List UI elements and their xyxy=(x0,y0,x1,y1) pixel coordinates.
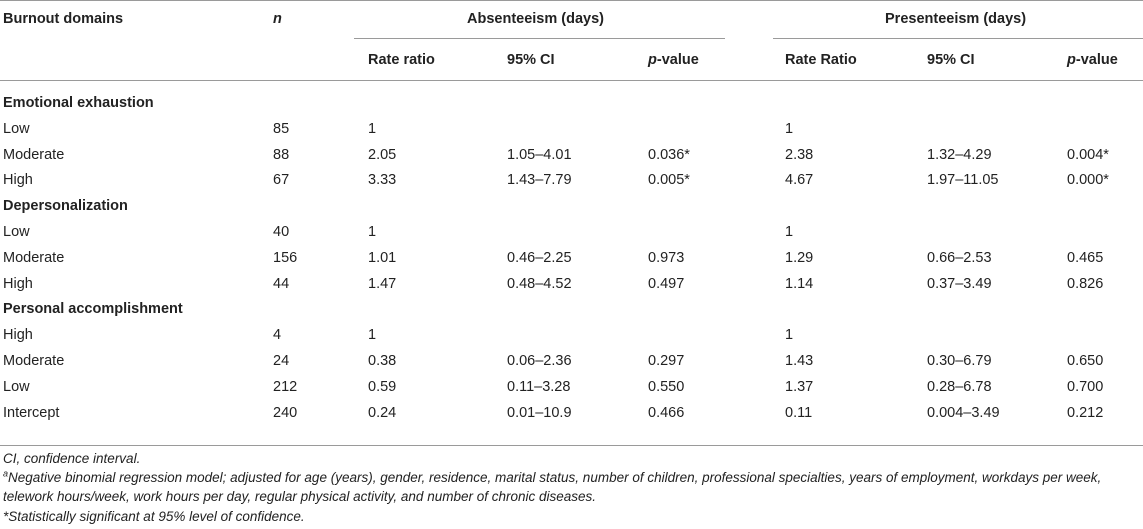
header-bottom-rule xyxy=(0,80,1143,81)
section-title: Personal accomplishment xyxy=(3,301,183,317)
top-rule xyxy=(0,0,1143,1)
row-label: Low xyxy=(3,224,30,240)
cell-pres-rr: 1 xyxy=(785,327,794,343)
cell-n: 24 xyxy=(273,353,290,369)
header-abs-p-rest: -value xyxy=(656,52,699,68)
cell-abs-rr: 0.59 xyxy=(368,379,397,395)
header-pres-rate-ratio: Rate Ratio xyxy=(785,52,857,68)
cell-pres-rr: 1.43 xyxy=(785,353,814,369)
cell-pres-ci: 0.28–6.78 xyxy=(927,379,992,395)
header-pres-p-rest: -value xyxy=(1075,52,1118,68)
header-pres-95ci: 95% CI xyxy=(927,52,975,68)
cell-abs-p: 0.005* xyxy=(648,172,690,188)
cell-abs-ci: 1.05–4.01 xyxy=(507,147,572,163)
footnote-model-sup: a xyxy=(3,468,9,479)
cell-pres-ci: 1.32–4.29 xyxy=(927,147,992,163)
header-pres-p-value: p-value xyxy=(1067,52,1118,68)
cell-pres-p: 0.465 xyxy=(1067,250,1104,266)
cell-pres-rr: 1 xyxy=(785,121,794,137)
row-label: High xyxy=(3,327,33,343)
cell-n: 44 xyxy=(273,276,290,292)
cell-abs-rr: 1 xyxy=(368,121,377,137)
cell-abs-ci: 0.11–3.28 xyxy=(507,379,571,395)
cell-n: 85 xyxy=(273,121,290,137)
row-label: Low xyxy=(3,379,30,395)
row-label: Intercept xyxy=(3,405,60,421)
cell-pres-ci: 0.30–6.79 xyxy=(927,353,992,369)
cell-n: 4 xyxy=(273,327,282,343)
cell-abs-rr: 0.24 xyxy=(368,405,397,421)
footnote-model-line1: aNegative binomial regression model; adj… xyxy=(3,468,1102,485)
cell-abs-p: 0.466 xyxy=(648,405,685,421)
cell-pres-ci: 0.66–2.53 xyxy=(927,250,992,266)
cell-pres-rr: 4.67 xyxy=(785,172,814,188)
cell-n: 88 xyxy=(273,147,290,163)
header-abs-rate-ratio: Rate ratio xyxy=(368,52,435,68)
cell-pres-ci: 0.37–3.49 xyxy=(927,276,992,292)
cell-abs-rr: 2.05 xyxy=(368,147,397,163)
cell-n: 67 xyxy=(273,172,290,188)
row-label: Moderate xyxy=(3,147,65,163)
header-n: n xyxy=(273,11,282,27)
section-title: Emotional exhaustion xyxy=(3,95,154,111)
cell-pres-p: 0.000* xyxy=(1067,172,1109,188)
cell-pres-p: 0.700 xyxy=(1067,379,1104,395)
row-label: Moderate xyxy=(3,353,65,369)
cell-pres-rr: 1.37 xyxy=(785,379,814,395)
cell-pres-ci: 1.97–11.05 xyxy=(927,172,999,188)
header-presenteeism: Presenteeism (days) xyxy=(885,11,1027,27)
cell-abs-ci: 0.46–2.25 xyxy=(507,250,572,266)
cell-abs-rr: 1 xyxy=(368,224,377,240)
cell-abs-p: 0.973 xyxy=(648,250,685,266)
cell-pres-ci: 0.004–3.49 xyxy=(927,405,1000,421)
footnote-ci: CI, confidence interval. xyxy=(3,451,141,466)
cell-abs-p: 0.036* xyxy=(648,147,690,163)
cell-abs-p: 0.550 xyxy=(648,379,685,395)
header-abs-p-value: p-value xyxy=(648,52,699,68)
cell-n: 40 xyxy=(273,224,290,240)
footnote-model-text1: Negative binomial regression model; adju… xyxy=(8,470,1102,485)
cell-abs-rr: 1 xyxy=(368,327,377,343)
cell-pres-rr: 1.29 xyxy=(785,250,814,266)
header-burnout-domains: Burnout domains xyxy=(3,11,124,27)
cell-n: 212 xyxy=(273,379,298,395)
cell-pres-p: 0.650 xyxy=(1067,353,1104,369)
cell-pres-p: 0.212 xyxy=(1067,405,1104,421)
absenteeism-group-rule xyxy=(354,38,725,39)
header-pres-p-italic: p xyxy=(1067,52,1076,68)
presenteeism-group-rule xyxy=(773,38,1143,39)
cell-pres-rr: 2.38 xyxy=(785,147,814,163)
header-absenteeism: Absenteeism (days) xyxy=(467,11,604,27)
header-abs-p-italic: p xyxy=(648,52,657,68)
bottom-rule xyxy=(0,445,1143,446)
section-title: Depersonalization xyxy=(3,198,128,214)
footnote-model-line2: telework hours/week, work hours per day,… xyxy=(3,489,597,504)
cell-abs-p: 0.297 xyxy=(648,353,685,369)
cell-pres-rr: 0.11 xyxy=(785,405,813,421)
cell-n: 156 xyxy=(273,250,298,266)
cell-abs-ci: 0.01–10.9 xyxy=(507,405,572,421)
row-label: Moderate xyxy=(3,250,65,266)
cell-abs-ci: 0.48–4.52 xyxy=(507,276,572,292)
cell-pres-p: 0.826 xyxy=(1067,276,1104,292)
row-label: Low xyxy=(3,121,30,137)
cell-pres-rr: 1.14 xyxy=(785,276,814,292)
cell-abs-rr: 0.38 xyxy=(368,353,397,369)
row-label: High xyxy=(3,172,33,188)
header-abs-95ci: 95% CI xyxy=(507,52,555,68)
cell-abs-rr: 1.01 xyxy=(368,250,397,266)
cell-abs-rr: 3.33 xyxy=(368,172,397,188)
cell-pres-rr: 1 xyxy=(785,224,794,240)
cell-abs-ci: 1.43–7.79 xyxy=(507,172,572,188)
cell-pres-p: 0.004* xyxy=(1067,147,1109,163)
cell-abs-rr: 1.47 xyxy=(368,276,397,292)
cell-n: 240 xyxy=(273,405,298,421)
cell-abs-ci: 0.06–2.36 xyxy=(507,353,572,369)
cell-abs-p: 0.497 xyxy=(648,276,685,292)
footnote-significance: *Statistically significant at 95% level … xyxy=(3,509,305,524)
row-label: High xyxy=(3,276,33,292)
